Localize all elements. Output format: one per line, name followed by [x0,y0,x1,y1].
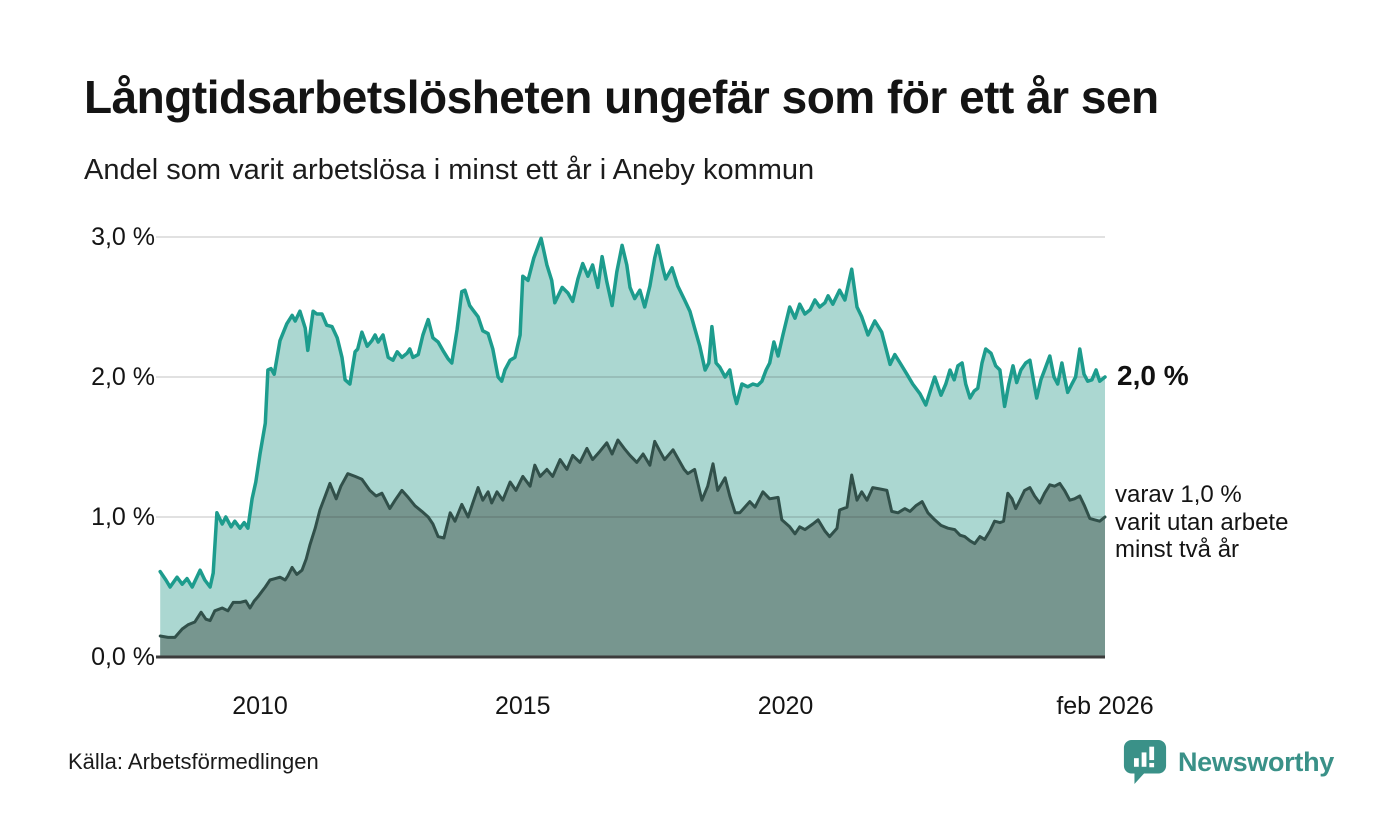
page-title: Långtidsarbetslösheten ungefär som för e… [84,71,1159,123]
annotation-line: varit utan arbete [1115,508,1289,536]
x-axis-tick-label: feb 2026 [1056,692,1154,720]
source-caption: Källa: Arbetsförmedlingen [68,749,319,774]
newsworthy-wordmark: Newsworthy [1177,746,1334,777]
x-axis-tick-label: 2015 [494,692,551,720]
secondary-series-annotation: varav 1,0 % varit utan arbete minst två … [1115,481,1288,564]
y-axis-tick-label: 0,0 % [91,643,155,671]
y-axis-tick-label: 3,0 % [91,223,155,251]
newsworthy-bubble-icon [1123,739,1167,785]
x-axis-tick-label: 2020 [757,692,814,720]
chart-subtitle: Andel som varit arbetslösa i minst ett å… [84,154,815,186]
annotation-line: varav 1,0 % [1115,481,1242,508]
y-axis-tick-label: 1,0 % [91,503,155,531]
x-axis-tick-label: 2010 [232,692,288,720]
primary-series-end-value-label: 2,0 % [1117,360,1189,391]
y-axis-tick-label: 2,0 % [91,363,155,391]
annotation-line: minst två år [1115,536,1240,563]
newsworthy-logo: Newsworthy [1122,737,1334,787]
